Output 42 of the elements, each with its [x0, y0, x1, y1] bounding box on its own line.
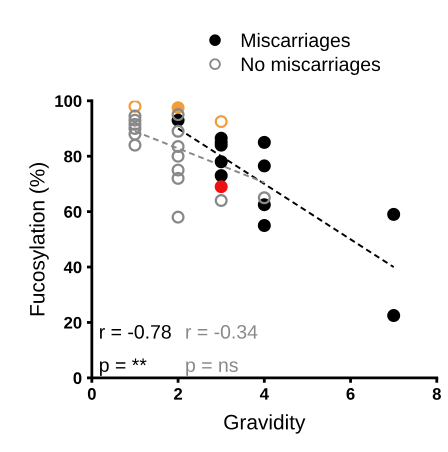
point: [258, 159, 271, 172]
y-tick-label: 60: [64, 206, 82, 218]
y-tick-label: 20: [64, 316, 82, 329]
point: [172, 124, 185, 138]
annotation: p = **: [100, 358, 147, 376]
point: [172, 164, 185, 177]
point: [172, 150, 185, 163]
x-tick-label: 2: [174, 388, 182, 400]
point: [387, 309, 400, 322]
point: [214, 194, 228, 208]
point: [258, 218, 271, 232]
x-tick-label: 8: [432, 388, 441, 400]
point: [172, 108, 185, 122]
point: [387, 208, 400, 221]
point: [258, 191, 271, 204]
point: [128, 128, 142, 141]
annotation: p = ns: [186, 361, 238, 376]
x-tick-label: 0: [88, 388, 96, 400]
legend-label: Miscarriages: [242, 32, 350, 52]
y-tick-label: 0: [74, 372, 82, 384]
point: [214, 155, 228, 168]
point: [214, 115, 228, 128]
annotation: r = -0.34: [186, 324, 258, 339]
point: [172, 140, 185, 154]
x-tick-label: 6: [346, 388, 355, 400]
y-tick-label: 80: [64, 150, 82, 162]
x-tick-label: 4: [260, 388, 269, 400]
annotation: r = -0.78: [100, 324, 171, 339]
y-tick-label: 40: [64, 261, 82, 274]
legend-label: No miscarriages: [242, 56, 380, 75]
x-axis-title: Gravidity: [224, 414, 306, 434]
y-tick-label: 100: [55, 95, 82, 107]
point: [172, 172, 185, 185]
y-axis-title: Fucosylation (%): [29, 163, 49, 316]
point: [128, 110, 142, 123]
point: [214, 169, 228, 182]
point: [128, 114, 142, 127]
point: [172, 210, 185, 224]
point: [258, 136, 271, 149]
point: [214, 180, 228, 194]
point: [128, 100, 142, 113]
point: [128, 138, 142, 152]
